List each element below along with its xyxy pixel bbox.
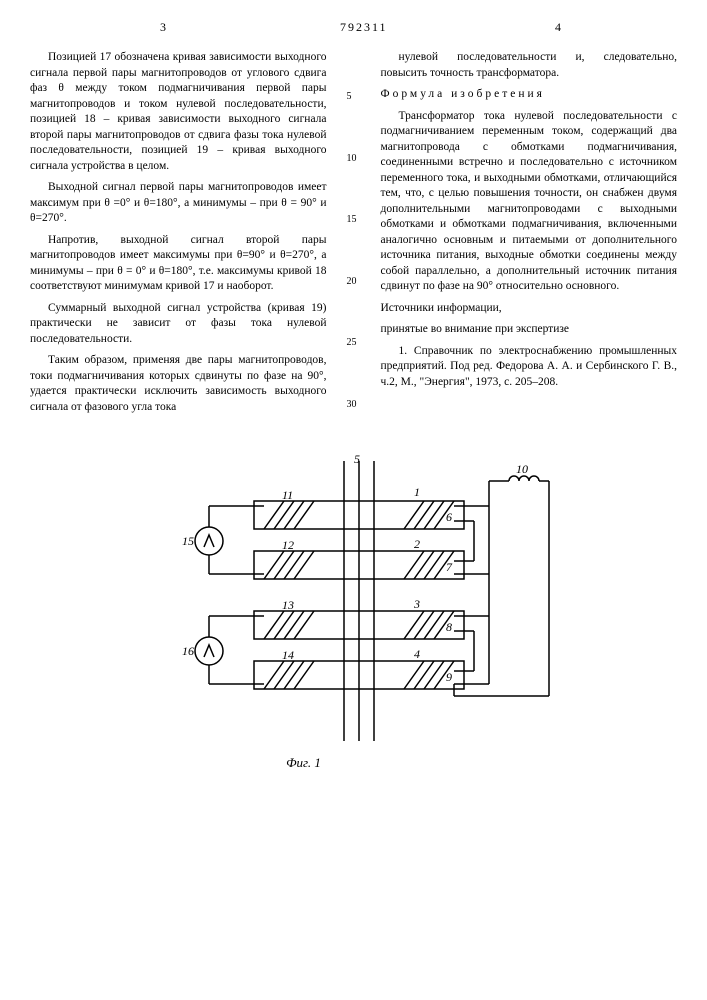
label-5: 5 — [354, 452, 360, 466]
label-15: 15 — [182, 534, 194, 548]
para: Напротив, выходной сигнал второй пары ма… — [30, 233, 327, 295]
label-10: 10 — [516, 462, 528, 476]
para: Трансформатор тока нулевой последователь… — [381, 109, 678, 295]
page: 3 792311 4 Позицией 17 обозначена кривая… — [0, 0, 707, 1000]
page-num-left: 3 — [160, 20, 166, 35]
patent-number: 792311 — [340, 20, 388, 35]
label-12: 12 — [282, 538, 294, 552]
label-11: 11 — [282, 488, 293, 502]
label-13: 13 — [282, 598, 294, 612]
line-num: 30 — [347, 398, 361, 412]
line-num: 25 — [347, 336, 361, 350]
line-num: 20 — [347, 275, 361, 289]
label-4: 4 — [414, 647, 420, 661]
para: нулевой последовательности и, следовател… — [381, 50, 678, 81]
figure-1: 5 1 2 3 4 6 7 8 9 10 11 12 13 14 15 16 Ф… — [30, 451, 677, 771]
left-column: Позицией 17 обозначена кривая зависимост… — [30, 50, 327, 421]
line-number-gutter: 5 10 15 20 25 30 — [347, 50, 361, 421]
right-column: нулевой последовательности и, следовател… — [381, 50, 678, 421]
line-num: 15 — [347, 213, 361, 227]
label-14: 14 — [282, 648, 294, 662]
label-9: 9 — [446, 670, 452, 684]
para: 1. Справочник по электроснабжению промыш… — [381, 344, 678, 391]
header-numbers: 3 792311 4 — [30, 20, 677, 50]
line-num: 5 — [347, 90, 361, 104]
label-16: 16 — [182, 644, 194, 658]
label-3: 3 — [413, 597, 420, 611]
para: Позицией 17 обозначена кривая зависимост… — [30, 50, 327, 174]
formula-title: Формула изобретения — [381, 87, 678, 103]
page-num-right: 4 — [555, 20, 561, 35]
para: Таким образом, применяя две пары магнито… — [30, 353, 327, 415]
label-7: 7 — [446, 560, 453, 574]
label-2: 2 — [414, 537, 420, 551]
label-6: 6 — [446, 510, 452, 524]
figure-caption: Фиг. 1 — [0, 755, 677, 771]
line-num: 10 — [347, 152, 361, 166]
label-1: 1 — [414, 485, 420, 499]
para: Суммарный выходной сигнал устройства (кр… — [30, 301, 327, 348]
label-8: 8 — [446, 620, 452, 634]
body-columns: Позицией 17 обозначена кривая зависимост… — [30, 50, 677, 421]
para: Выходной сигнал первой пары магнитопрово… — [30, 180, 327, 227]
schematic-svg: 5 1 2 3 4 6 7 8 9 10 11 12 13 14 15 16 — [154, 451, 554, 751]
sources-title: Источники информации, — [381, 301, 678, 317]
sources-subtitle: принятые во внимание при экспертизе — [381, 322, 678, 338]
